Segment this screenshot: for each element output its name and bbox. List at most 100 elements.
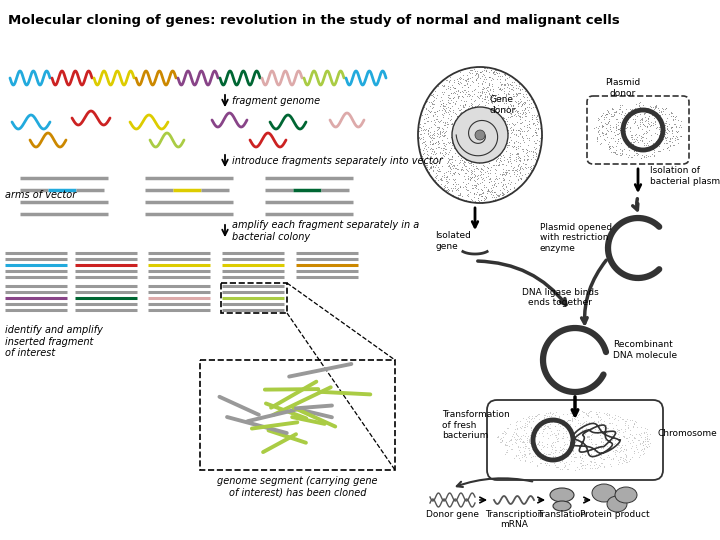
Point bbox=[640, 151, 652, 159]
Point bbox=[619, 425, 631, 434]
Point bbox=[634, 102, 645, 110]
Point bbox=[647, 150, 658, 159]
Point bbox=[459, 156, 470, 165]
Point bbox=[450, 140, 462, 149]
Point bbox=[454, 183, 465, 192]
Point bbox=[526, 167, 537, 176]
Text: identify and amplify
inserted fragment
of interest: identify and amplify inserted fragment o… bbox=[5, 325, 103, 358]
Point bbox=[476, 86, 487, 95]
Point bbox=[480, 194, 492, 202]
Point bbox=[414, 145, 426, 153]
Point bbox=[660, 104, 672, 112]
Point bbox=[470, 69, 482, 77]
Point bbox=[441, 183, 453, 191]
Point bbox=[479, 192, 490, 201]
Point bbox=[459, 106, 470, 114]
Point bbox=[413, 127, 425, 136]
Point bbox=[512, 126, 523, 134]
Point bbox=[518, 93, 530, 102]
Point bbox=[592, 127, 603, 136]
Point bbox=[568, 440, 580, 449]
Point bbox=[451, 112, 462, 120]
Point bbox=[616, 149, 628, 158]
Point bbox=[523, 134, 534, 143]
Point bbox=[522, 163, 534, 171]
Point bbox=[490, 156, 502, 164]
Point bbox=[518, 99, 529, 107]
Point bbox=[498, 169, 510, 178]
Point bbox=[432, 123, 444, 131]
Point bbox=[459, 106, 471, 114]
Point bbox=[581, 433, 593, 441]
Point bbox=[420, 140, 432, 149]
Point bbox=[529, 451, 541, 460]
Point bbox=[528, 451, 539, 460]
Point bbox=[521, 442, 532, 451]
Point bbox=[606, 441, 617, 450]
Point bbox=[629, 434, 640, 443]
Point bbox=[503, 120, 514, 129]
Point bbox=[604, 121, 616, 130]
Point bbox=[490, 175, 501, 184]
Point bbox=[456, 137, 468, 145]
Point bbox=[531, 136, 543, 144]
Point bbox=[497, 72, 508, 80]
Point bbox=[427, 111, 438, 120]
Point bbox=[481, 167, 492, 176]
Point bbox=[436, 87, 448, 96]
Point bbox=[476, 165, 487, 174]
Point bbox=[570, 453, 582, 462]
Point bbox=[591, 446, 603, 455]
Point bbox=[644, 439, 656, 448]
Point bbox=[456, 83, 468, 91]
Point bbox=[552, 430, 564, 438]
Point bbox=[650, 102, 662, 110]
Point bbox=[631, 111, 643, 120]
Point bbox=[642, 443, 653, 452]
Point bbox=[538, 443, 549, 451]
Point bbox=[481, 116, 492, 124]
Point bbox=[554, 464, 566, 473]
Point bbox=[604, 442, 616, 451]
Point bbox=[471, 103, 482, 112]
Point bbox=[429, 87, 441, 96]
Point bbox=[531, 461, 543, 470]
Point bbox=[531, 114, 542, 123]
Point bbox=[449, 84, 460, 93]
Point bbox=[614, 446, 626, 455]
Point bbox=[516, 101, 527, 110]
Point bbox=[472, 73, 483, 82]
Point bbox=[462, 167, 474, 176]
Point bbox=[587, 453, 598, 462]
Point bbox=[461, 131, 472, 140]
Point bbox=[478, 115, 490, 124]
Point bbox=[471, 164, 482, 172]
Point bbox=[453, 74, 464, 83]
Point bbox=[503, 176, 515, 184]
Point bbox=[480, 100, 491, 109]
Point bbox=[525, 99, 536, 107]
Point bbox=[525, 428, 536, 436]
Point bbox=[577, 420, 588, 428]
Point bbox=[483, 131, 495, 139]
Point bbox=[465, 133, 477, 141]
Point bbox=[509, 183, 521, 192]
Point bbox=[535, 144, 546, 152]
Point bbox=[452, 125, 464, 134]
Point bbox=[459, 125, 470, 133]
Point bbox=[449, 92, 460, 101]
Point bbox=[600, 130, 611, 138]
Point bbox=[664, 120, 675, 129]
Point bbox=[418, 125, 430, 134]
Point bbox=[513, 154, 524, 163]
Point bbox=[472, 101, 483, 110]
Point bbox=[595, 453, 607, 462]
Point bbox=[645, 120, 657, 129]
Point bbox=[531, 120, 543, 129]
Point bbox=[476, 78, 487, 87]
Point bbox=[489, 147, 500, 156]
Point bbox=[498, 126, 509, 135]
Point bbox=[600, 423, 612, 432]
Point bbox=[625, 444, 636, 453]
Point bbox=[480, 141, 492, 150]
